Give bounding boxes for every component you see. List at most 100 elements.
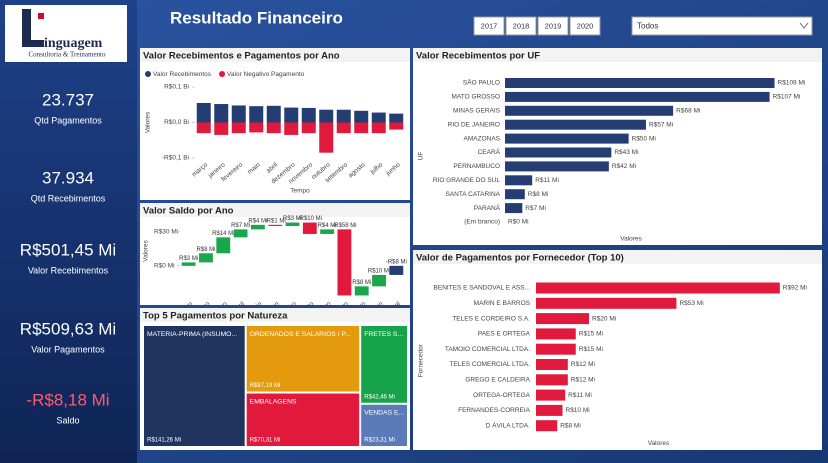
bar: [536, 328, 576, 340]
bar: [505, 119, 646, 130]
data-label: -R$58 Mi: [332, 223, 356, 229]
data-label: R$7 Mi: [525, 205, 546, 212]
y-tick-label: PARANÁ: [474, 203, 501, 212]
data-label: R$12 Mi: [571, 361, 595, 368]
year-button[interactable]: [473, 16, 505, 36]
bar: [389, 113, 404, 123]
data-label: R$15 Mi: [579, 346, 603, 353]
y-axis-title: Valores: [143, 239, 150, 261]
data-label: R$0 Mi: [508, 219, 529, 226]
x-axis-title: Tempo: [290, 188, 310, 195]
bar: [196, 102, 211, 123]
bar: [301, 122, 316, 134]
data-label: R$50 Mi: [632, 135, 656, 142]
legend-label: Valor Negativo Pagamento: [227, 71, 305, 78]
y-tick-label: TAMOIO COMERCIAL LTDA.: [445, 346, 530, 353]
panel: [413, 48, 822, 245]
year-button[interactable]: [537, 16, 569, 36]
year-label: 2020: [577, 21, 594, 30]
dropdown[interactable]: Todos: [631, 16, 813, 36]
bar: [536, 420, 558, 432]
data-label: R$42 Mi: [612, 163, 636, 170]
data-label: R$11 Mi: [535, 177, 559, 184]
data-label: -R$8 Mi: [386, 259, 407, 265]
bar: [266, 105, 281, 123]
y-tick-label: GREGO E CALDEIRA: [465, 377, 530, 384]
kpi-label: Qtd Recebimentos: [31, 193, 106, 203]
bar: [214, 104, 229, 123]
bar: [505, 203, 523, 214]
bar: [284, 122, 299, 135]
charts: Valor Recebimentos e Pagamentos por Ano R…: [140, 48, 822, 450]
bar: [505, 105, 674, 116]
waterfall-bar: [268, 224, 283, 226]
logo-name: inguagem: [44, 36, 103, 51]
data-label: R$57 Mi: [649, 121, 673, 128]
bar: [371, 122, 386, 134]
y-tick-label: BENITES E SANDOVAL E ASS...: [434, 285, 531, 292]
tile-name: MATERIA-PRIMA (INSUMO...: [147, 331, 237, 338]
data-label: R$109 Mi: [778, 80, 806, 87]
bar: [301, 107, 316, 123]
waterfall-bar: [354, 286, 369, 296]
data-label: R$4 Mi: [248, 218, 267, 224]
panel-title-bar: [140, 48, 410, 62]
bar: [214, 122, 229, 135]
dropdown-chevron: [799, 22, 809, 29]
data-label: -R$1 Mi: [265, 218, 286, 224]
tile-name: FRETES S...: [364, 331, 403, 338]
bar: [389, 122, 404, 130]
waterfall-bar: [302, 222, 317, 234]
data-label: R$107 Mi: [773, 94, 801, 101]
legend-label: Valor Recebimentos: [153, 71, 212, 78]
bar: [505, 91, 770, 102]
y-tick-label: SÃO PAULO: [463, 78, 500, 87]
bar: [536, 313, 589, 325]
bar: [231, 122, 246, 134]
legend-swatch: [219, 71, 226, 77]
logo-l-horizontal: [22, 40, 44, 47]
waterfall-bar: [337, 229, 352, 296]
bar: [505, 161, 609, 172]
y-tick-label: MATO GROSSO: [451, 94, 500, 101]
y-tick-label: D ÁVILA LTDA.: [486, 420, 531, 429]
logo-dot: [38, 13, 44, 19]
bar: [354, 110, 369, 123]
bar: [536, 343, 576, 355]
kpi-value: R$501,45 Mi: [20, 240, 116, 259]
bar: [505, 147, 612, 158]
bar: [319, 122, 334, 153]
bar: [536, 359, 568, 370]
kpi-label: Qtd Pagamentos: [34, 115, 102, 125]
waterfall-bar: [199, 253, 213, 263]
waterfall-bar: [250, 224, 265, 230]
y-axis-title: Fornecedor: [418, 343, 425, 377]
data-label: R$10 Mi: [566, 407, 590, 414]
y-tick-label: SANTA CATARINA: [445, 191, 500, 198]
data-label: R$3 Mi: [283, 216, 302, 222]
data-label: R$8 Mi: [196, 247, 215, 253]
data-label: R$20 Mi: [592, 315, 616, 322]
data-label: R$8 Mi: [528, 191, 549, 198]
year-label: 2018: [513, 21, 530, 30]
data-label: R$53 Mi: [679, 300, 703, 307]
y-tick-label: R$0,0 Bi: [164, 119, 189, 126]
tile-name: VENDAS E...: [364, 410, 404, 417]
kpi-label: Saldo: [56, 415, 79, 425]
bar: [505, 189, 525, 200]
bar: [196, 122, 211, 134]
y-tick-label: R$30 Mi: [154, 228, 178, 235]
panel-title-bar: [413, 48, 822, 62]
year-label: 2017: [481, 21, 498, 30]
kpi-list: 23.737 Qtd Pagamentos 37.934 Qtd Recebiment…: [20, 90, 116, 425]
data-label: R$92 Mi: [783, 285, 807, 292]
data-label: R$14 Mi: [212, 231, 234, 237]
y-tick-label: MINAS GERAIS: [453, 108, 501, 115]
dropdown-box[interactable]: [631, 16, 813, 36]
year-button[interactable]: [505, 16, 537, 36]
chart-title: Valor Recebimentos e Pagamentos por Ano: [143, 51, 340, 62]
y-tick-label: RIO DE JANEIRO: [448, 121, 500, 128]
y-tick-label: FERNANDES-CORREIA: [458, 407, 531, 414]
year-button[interactable]: [569, 16, 601, 36]
